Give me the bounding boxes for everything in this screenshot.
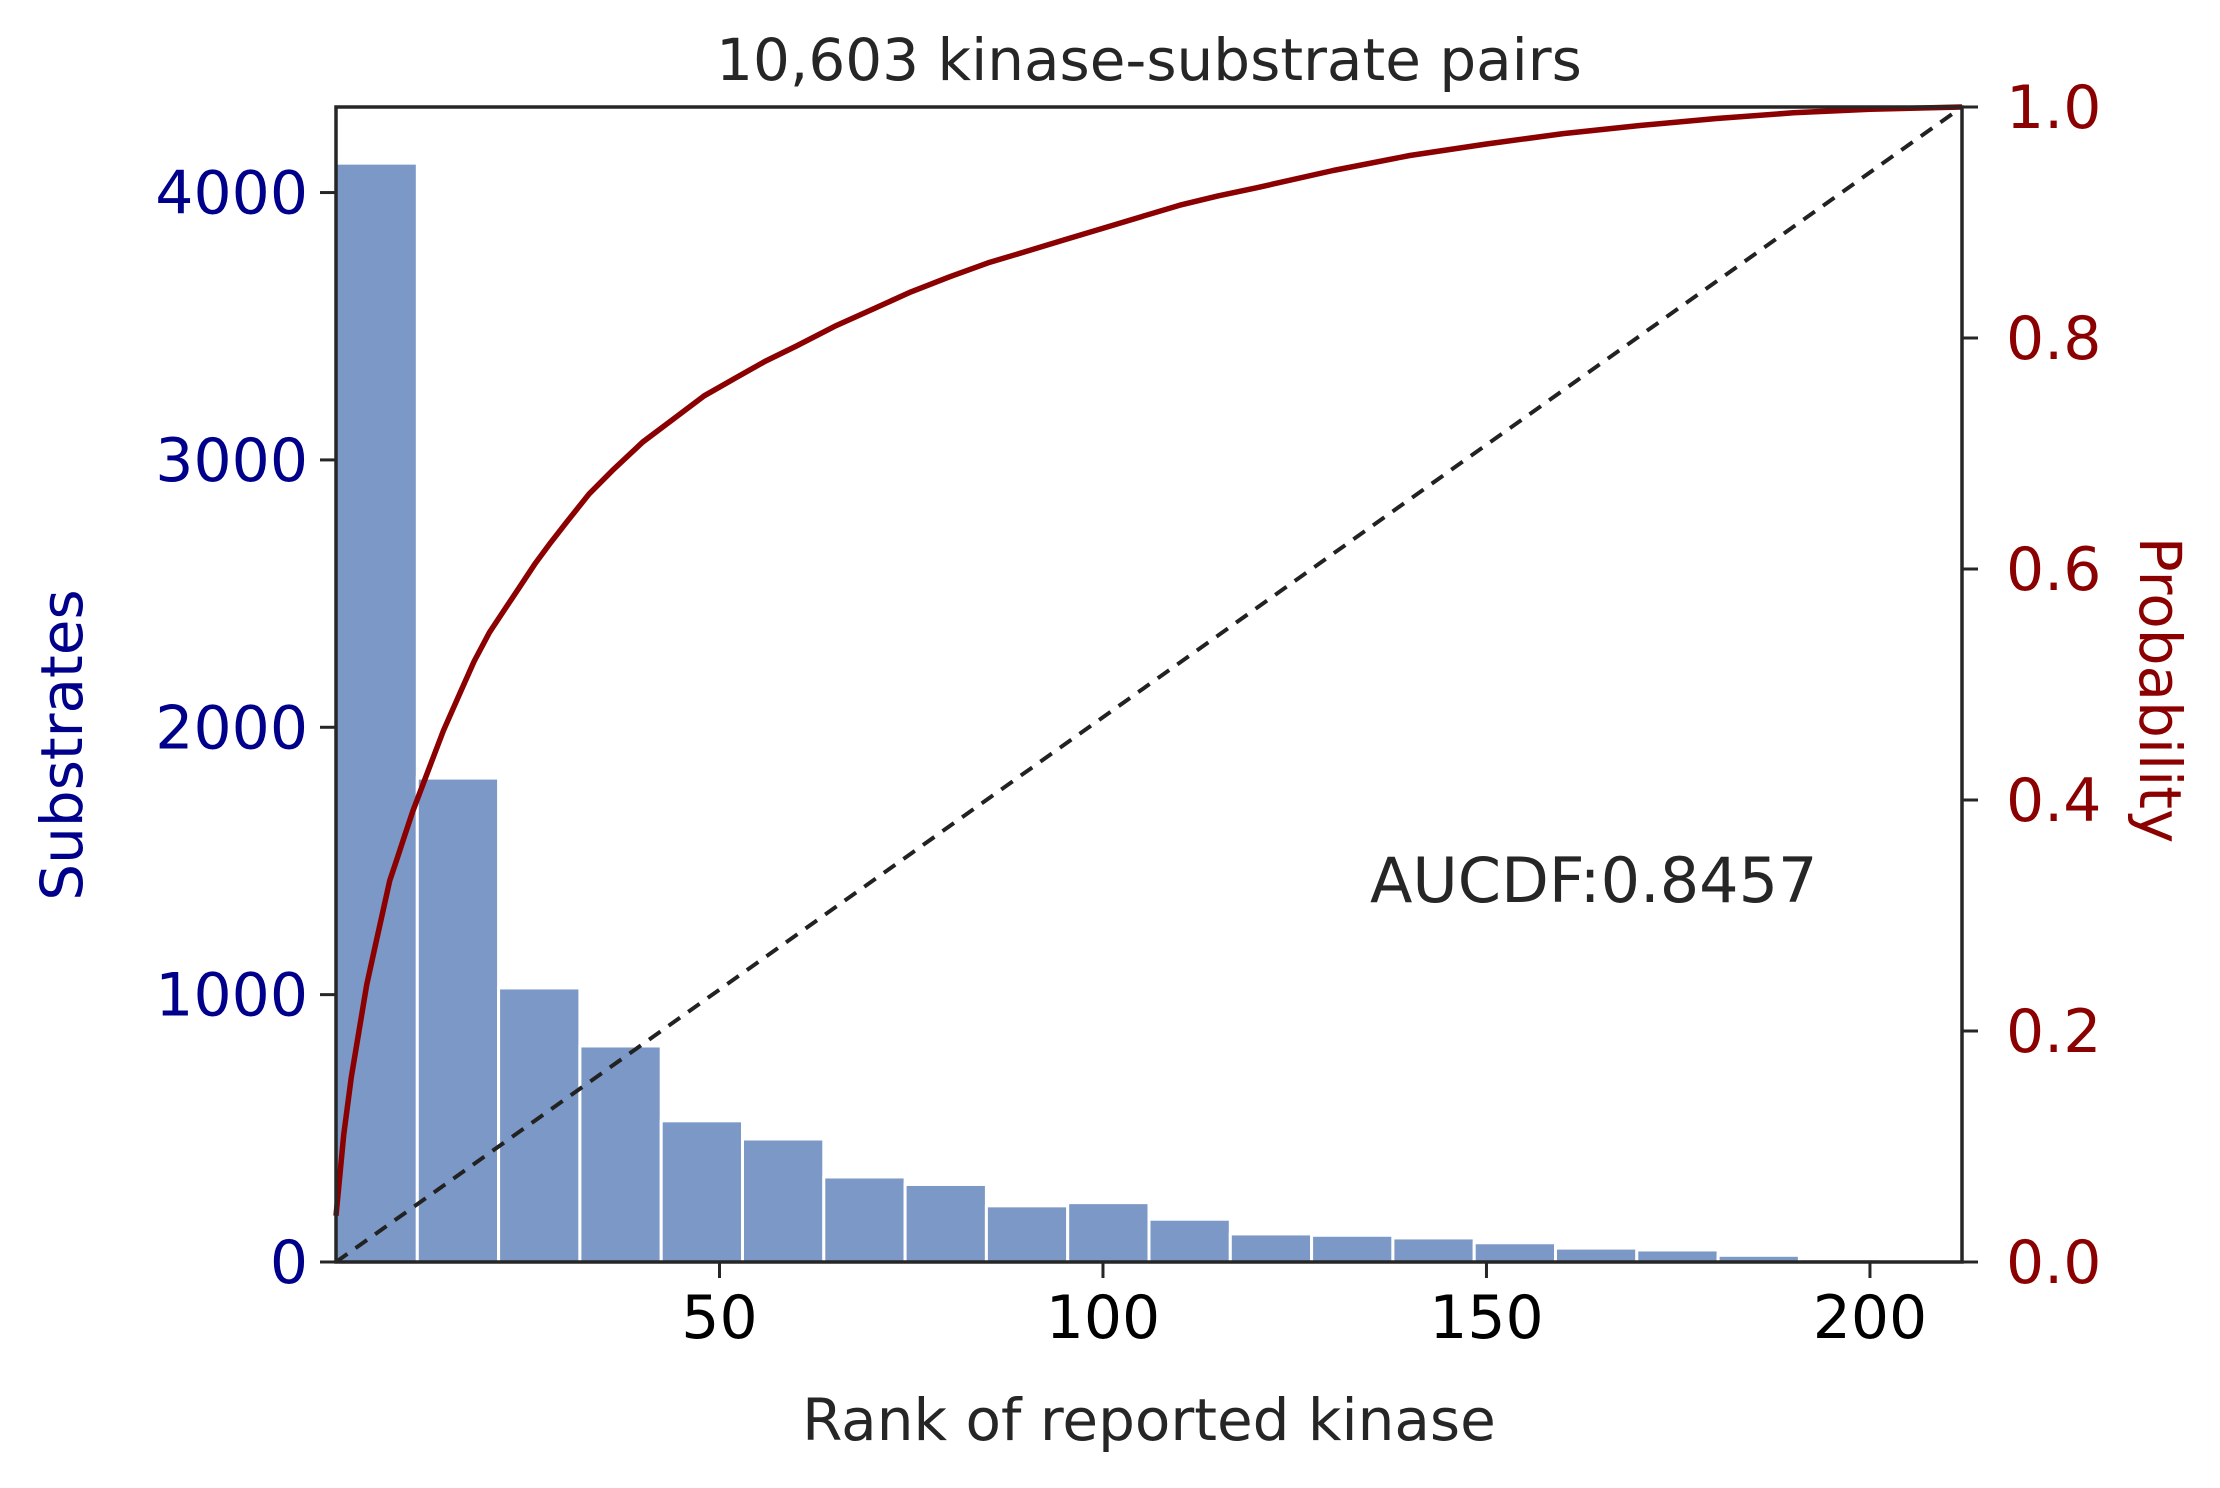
y-axis-left-label: Substrates [28,589,96,900]
histogram-bar [1147,1217,1232,1264]
y-left-tick-label: 4000 [155,159,308,229]
y-axis-right-label: Probability [2126,537,2194,844]
aucdf-annotation: AUCDF:0.8457 [1370,844,1818,917]
histogram-bar [659,1119,745,1264]
histogram-bar [1472,1241,1557,1264]
y-left-tick-label: 1000 [155,961,308,1031]
histogram-bar [822,1175,907,1264]
histogram-bar [1228,1232,1314,1264]
histogram-bar [1635,1248,1720,1264]
y-right-tick-label: 0.8 [2006,304,2101,374]
axes [334,105,1964,1264]
x-tick-label: 150 [1429,1283,1544,1353]
tick-group: 50 100 150 200010002000300040000.00.20.40.6… [155,73,2101,1353]
histogram-bar [415,776,501,1264]
diagonal-reference-line [334,105,1964,1264]
x-tick-label: 100 [1046,1283,1161,1353]
y-right-tick-label: 0.6 [2006,535,2101,605]
x-axis-label: Rank of reported kinase [802,1386,1496,1454]
histogram-bar [1066,1201,1151,1264]
plot-lines [333,104,1964,1264]
histogram-bar [741,1137,826,1264]
y-right-tick-label: 0.4 [2006,766,2101,836]
y-right-tick-label: 1.0 [2006,73,2101,143]
y-left-tick-label: 3000 [155,426,308,496]
histogram-bars [334,161,1883,1264]
plot-frame [334,105,1964,1264]
y-left-tick-label: 0 [270,1228,308,1298]
y-left-tick-label: 2000 [155,693,308,763]
histogram-bar [1310,1233,1395,1264]
cdf-line [333,104,1963,1217]
histogram-bar [497,986,582,1264]
histogram-bar [1554,1246,1639,1264]
histogram-bar [903,1182,988,1264]
x-tick-label: 200 [1813,1283,1928,1353]
y-right-tick-label: 0.2 [2006,997,2101,1067]
histogram-bar [1391,1236,1476,1264]
x-tick-label: 50 [681,1283,757,1353]
histogram-bar [984,1204,1070,1264]
y-right-tick-label: 0.0 [2006,1228,2101,1298]
chart-title: 10,603 kinase-substrate pairs [716,26,1582,94]
